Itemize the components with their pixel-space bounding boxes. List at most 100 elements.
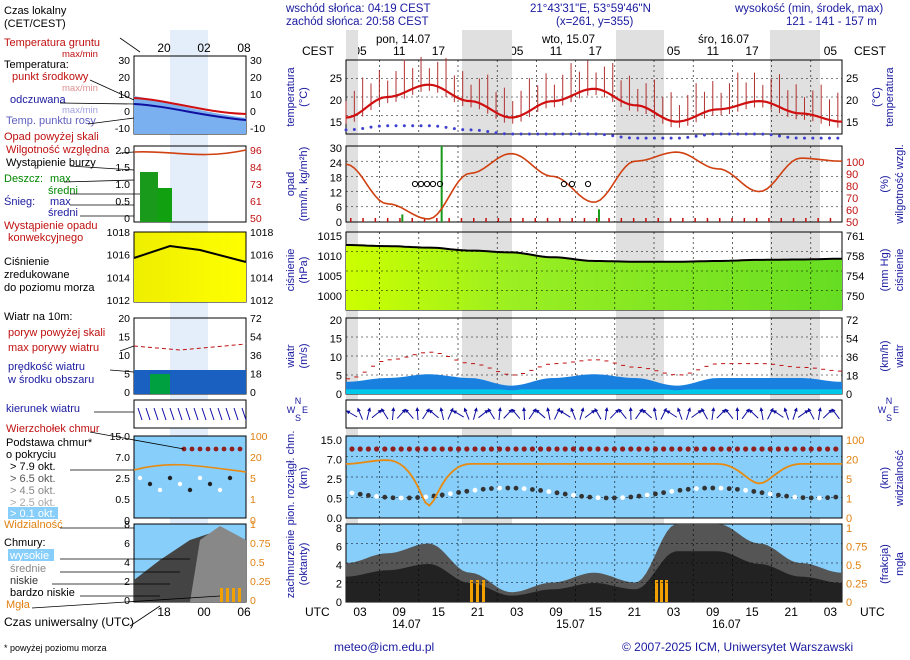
wind-arrow (472, 407, 478, 420)
legend-pointer (89, 79, 135, 101)
dew-dot (561, 132, 565, 136)
mini-cloud-top-dot (205, 446, 211, 452)
legend-okt-5: > 0.1 okt. (10, 508, 56, 520)
wind-arrow (741, 408, 750, 420)
cloud-base-dot (357, 491, 363, 497)
legend-mini-panels: 3020100-103020100-102.01.51.00.509684736… (31, 30, 274, 627)
dew-dot (552, 132, 556, 136)
mini-arrow (201, 407, 207, 421)
legend-snow-max: max (50, 196, 71, 208)
visibility-tick: 100 (846, 435, 864, 447)
wind-arrow (594, 407, 602, 420)
cloud-top-dot (456, 446, 462, 452)
temp-axis-name-right: temperatura (884, 66, 896, 126)
arrow-head (783, 407, 788, 412)
storm-marker (584, 180, 592, 188)
conv-tick (706, 218, 709, 222)
temp-axis-unit: (°C) (298, 87, 310, 107)
temp-tick-right: 15 (846, 117, 858, 129)
mini-fog-tick: 0.5 (250, 557, 265, 569)
mini-cloud-tick: 7.0 (115, 452, 130, 464)
dew-dot (369, 125, 373, 129)
cloud-top-dot (661, 446, 667, 452)
legend-pointer (119, 37, 141, 53)
dew-dot (677, 136, 681, 140)
legend-wind-avg: prędkość wiatru (8, 361, 85, 373)
conv-tick (657, 218, 659, 222)
legend-pressure2: zredukowane (4, 269, 69, 281)
arrow-head (508, 408, 513, 414)
conv-tick (632, 218, 635, 222)
dew-dot (544, 132, 548, 136)
precip-tick: 18 (330, 173, 342, 185)
cest-label: CEST (302, 44, 335, 58)
humidity-tick: 70 (846, 193, 858, 205)
compass-letter: N (295, 396, 302, 406)
mini-frame (133, 399, 247, 429)
legend-wind-at: Wiatr na 10m: (4, 311, 72, 323)
fog-bar (655, 580, 658, 602)
mini-wind-tick-right: 0 (250, 387, 256, 399)
mini-visibility-tick: 1 (250, 494, 256, 506)
wind-arrow (415, 407, 420, 421)
day-bottom-2: 15.07 (556, 619, 585, 631)
wind-arrow (452, 410, 465, 418)
dew-dot (594, 132, 598, 136)
arrow-head (556, 407, 561, 413)
cloud-top-dot (693, 446, 700, 452)
humidity-tick: 100 (846, 157, 864, 169)
cloud-top-dot (718, 446, 724, 452)
utc-hour-tick: 21 (471, 605, 485, 619)
utc-hour-tick: 21 (628, 605, 642, 619)
dew-dot (569, 132, 573, 136)
mini-wind-tick: 0 (124, 387, 130, 399)
wind-tick: 10 (330, 352, 342, 364)
dew-dot (469, 128, 473, 132)
wind-arrow (371, 409, 383, 419)
conv-tick (386, 218, 389, 222)
mini-wind-tick-right: 72 (250, 313, 262, 325)
utc-label-right: UTC (860, 605, 885, 619)
arrow-head (428, 409, 433, 414)
compass-letter: N (886, 396, 893, 406)
cloud-base-dot (464, 488, 470, 494)
cloud-base-dot (595, 495, 601, 501)
legend-ground-temp: Temperatura gruntu (4, 37, 100, 49)
cloud-top-dot (365, 446, 371, 452)
cover-axis-name: zachmurzenie (285, 530, 297, 598)
conv-tick (411, 218, 413, 222)
mini-cloud-tick: 0.5 (115, 494, 130, 506)
arrow-head (618, 408, 623, 413)
cest-hour-ticks: 05111723051117230511172305 (353, 44, 837, 58)
wind-arrow (817, 407, 822, 421)
cest-hour-tick: 17 (745, 44, 759, 58)
mini-temp-tick: -10 (115, 123, 130, 135)
wind-arrow (439, 407, 445, 420)
conv-tick (608, 218, 610, 222)
cloud-top-dot (743, 446, 749, 452)
cloud-top-dot (611, 446, 618, 452)
cloud-base-dot (669, 489, 675, 494)
humidity-axis-name: wilgotność wzgl. (894, 144, 906, 224)
arrow-head (345, 410, 351, 415)
cest-hour-tick: 11 (550, 44, 563, 58)
mini-wind-tick: 15 (118, 332, 130, 344)
cloud-tick: 7.0 (327, 455, 342, 467)
utc-hour-tick: 03 (667, 605, 681, 619)
wind-arrow (478, 409, 489, 419)
cloud-base-dot (423, 494, 429, 500)
cloud-top-dot (579, 446, 585, 452)
mini-pressure-tick: 1016 (107, 250, 131, 262)
mini-cloud-base-dot (217, 487, 223, 493)
wind-direction-panel (345, 399, 843, 429)
grid-text: (x=261, y=355) (556, 16, 634, 28)
conv-tick (669, 218, 672, 222)
arrow-head (817, 407, 822, 412)
mini-pressure-line (133, 244, 247, 263)
footer-email: meteo@icm.edu.pl (334, 640, 434, 654)
wind-arrow (345, 410, 358, 418)
dew-dot (669, 136, 673, 140)
temp-axis-name: temperatura (285, 66, 297, 126)
conv-tick (436, 218, 438, 222)
dew-dot (444, 125, 448, 129)
